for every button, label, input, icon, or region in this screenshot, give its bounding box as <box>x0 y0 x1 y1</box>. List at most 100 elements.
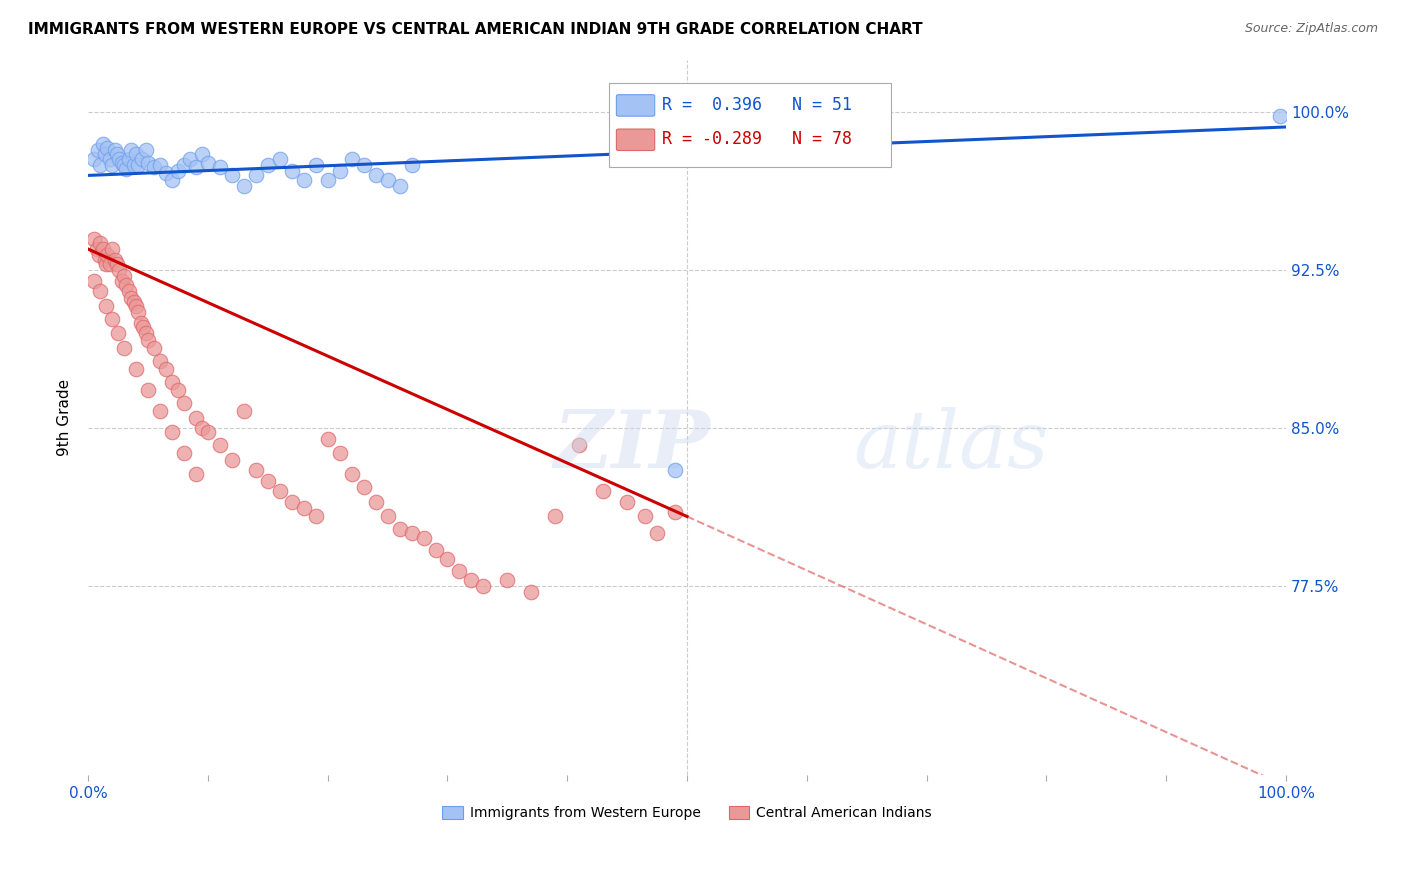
Text: IMMIGRANTS FROM WESTERN EUROPE VS CENTRAL AMERICAN INDIAN 9TH GRADE CORRELATION : IMMIGRANTS FROM WESTERN EUROPE VS CENTRA… <box>28 22 922 37</box>
Point <box>269 484 291 499</box>
Point <box>173 446 195 460</box>
Point <box>94 252 117 267</box>
Point <box>232 404 254 418</box>
Point <box>115 162 138 177</box>
Point <box>103 252 125 267</box>
Point <box>191 147 214 161</box>
FancyBboxPatch shape <box>616 129 655 151</box>
Point <box>388 522 411 536</box>
Point <box>101 242 124 256</box>
FancyBboxPatch shape <box>616 95 655 116</box>
Point <box>160 375 183 389</box>
Point <box>281 164 304 178</box>
Point <box>149 158 172 172</box>
Text: R =  0.396   N = 51: R = 0.396 N = 51 <box>662 95 852 113</box>
Point <box>221 169 243 183</box>
Point <box>1268 110 1291 124</box>
Point <box>131 152 153 166</box>
Point <box>108 152 131 166</box>
Point <box>101 311 124 326</box>
Point <box>245 169 267 183</box>
Point <box>105 147 128 161</box>
Point <box>89 235 111 250</box>
Point <box>245 463 267 477</box>
Point <box>377 509 399 524</box>
Text: R = -0.289   N = 78: R = -0.289 N = 78 <box>662 130 852 148</box>
Point <box>98 152 121 166</box>
Point <box>83 152 105 166</box>
Point <box>120 291 142 305</box>
Point <box>149 404 172 418</box>
Point <box>184 160 207 174</box>
Point <box>520 585 543 599</box>
Point <box>96 248 118 262</box>
Point <box>449 564 471 578</box>
Point <box>496 573 519 587</box>
Text: Source: ZipAtlas.com: Source: ZipAtlas.com <box>1244 22 1378 36</box>
Text: atlas: atlas <box>853 408 1049 485</box>
Point <box>197 155 219 169</box>
Point <box>118 152 141 166</box>
Point <box>305 158 328 172</box>
Point <box>112 269 135 284</box>
Point <box>136 155 159 169</box>
Point <box>155 362 177 376</box>
Point <box>316 432 339 446</box>
Point <box>143 341 166 355</box>
Point <box>173 158 195 172</box>
Point <box>103 143 125 157</box>
Point <box>616 495 638 509</box>
Point <box>197 425 219 440</box>
Point <box>87 248 110 262</box>
Point <box>329 164 352 178</box>
Point <box>316 172 339 186</box>
Point <box>664 463 686 477</box>
Point <box>101 158 124 172</box>
Point <box>135 326 157 341</box>
Point <box>122 294 145 309</box>
Point <box>136 383 159 397</box>
Point <box>364 169 387 183</box>
Point <box>191 421 214 435</box>
Point <box>388 178 411 193</box>
Point <box>118 284 141 298</box>
Point <box>125 299 148 313</box>
Point <box>83 274 105 288</box>
Point <box>111 274 134 288</box>
Point <box>111 155 134 169</box>
Text: ZIP: ZIP <box>554 408 711 485</box>
Point <box>292 501 315 516</box>
Point <box>132 320 155 334</box>
Point <box>460 573 482 587</box>
Point <box>221 452 243 467</box>
Point <box>568 438 591 452</box>
Point <box>155 166 177 180</box>
Point <box>125 362 148 376</box>
Point <box>91 136 114 151</box>
Point <box>184 410 207 425</box>
Point <box>83 231 105 245</box>
Point <box>305 509 328 524</box>
Point <box>112 341 135 355</box>
Legend: Immigrants from Western Europe, Central American Indians: Immigrants from Western Europe, Central … <box>437 801 938 826</box>
Point <box>425 543 447 558</box>
Point <box>340 152 363 166</box>
Point <box>89 284 111 298</box>
Y-axis label: 9th Grade: 9th Grade <box>58 379 72 456</box>
Point <box>122 158 145 172</box>
Point <box>167 164 190 178</box>
Point <box>377 172 399 186</box>
Point <box>94 147 117 161</box>
FancyBboxPatch shape <box>609 82 890 167</box>
Point <box>281 495 304 509</box>
Point <box>184 467 207 482</box>
Point <box>664 505 686 519</box>
Point <box>436 551 458 566</box>
Point <box>127 158 149 172</box>
Point <box>115 277 138 292</box>
Point <box>472 579 495 593</box>
Point <box>125 147 148 161</box>
Point <box>98 257 121 271</box>
Point <box>94 257 117 271</box>
Point <box>91 242 114 256</box>
